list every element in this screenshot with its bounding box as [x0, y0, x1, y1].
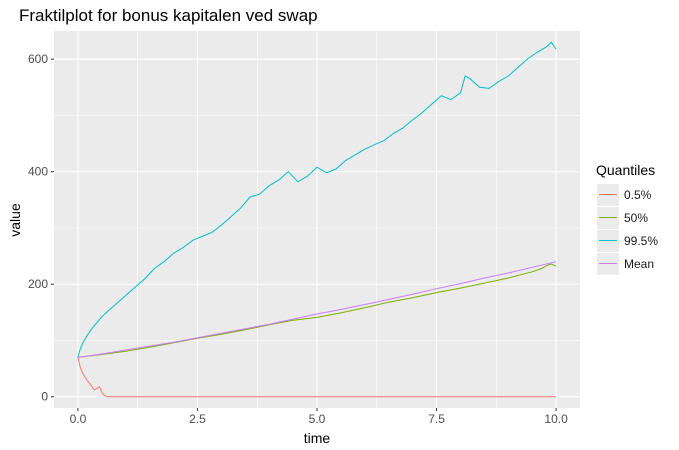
legend-label-mean: Mean: [624, 256, 655, 271]
series-line-50: [77, 263, 557, 358]
series-line-99-5: [77, 41, 557, 358]
y-axis-ticks: 0 200 400 600: [28, 52, 54, 404]
y-tick-label: 0: [41, 390, 48, 404]
y-tick-label: 200: [28, 277, 48, 291]
x-tick-label: 5.0: [309, 412, 326, 426]
legend-title: Quantiles: [596, 162, 656, 178]
x-axis-label: time: [304, 430, 331, 446]
series-line-0-5: [77, 357, 557, 398]
legend-item-50: 50%: [596, 206, 658, 229]
x-tick-label: 2.5: [189, 412, 206, 426]
y-tick-label: 600: [28, 52, 48, 66]
legend-label-0.5: 0.5%: [624, 187, 652, 202]
legend-label-50: 50%: [624, 210, 649, 225]
legend: Quantiles 0.5% 50% 99.5% Mean: [596, 162, 658, 275]
legend-item-99.5: 99.5%: [596, 229, 658, 252]
series-lines: [77, 41, 557, 398]
series-line-mean: [77, 261, 557, 358]
x-tick-label: 7.5: [428, 412, 445, 426]
legend-item-0.5: 0.5%: [596, 183, 658, 206]
legend-key-0.5: [597, 183, 619, 206]
x-tick-label: 10.0: [544, 412, 568, 426]
legend-label-99.5: 99.5%: [624, 233, 659, 248]
chart-title: Fraktilplot for bonus kapitalen ved swap: [19, 6, 318, 25]
legend-key-99.5: [597, 229, 619, 252]
x-tick-label: 0.0: [70, 412, 87, 426]
y-tick-label: 400: [28, 165, 48, 179]
legend-key-50: [597, 206, 619, 229]
x-axis-ticks: 0.0 2.5 5.0 7.5 10.0: [70, 408, 568, 426]
legend-item-mean: Mean: [596, 252, 658, 275]
legend-key-mean: [597, 252, 619, 275]
y-axis-label: value: [7, 203, 23, 237]
